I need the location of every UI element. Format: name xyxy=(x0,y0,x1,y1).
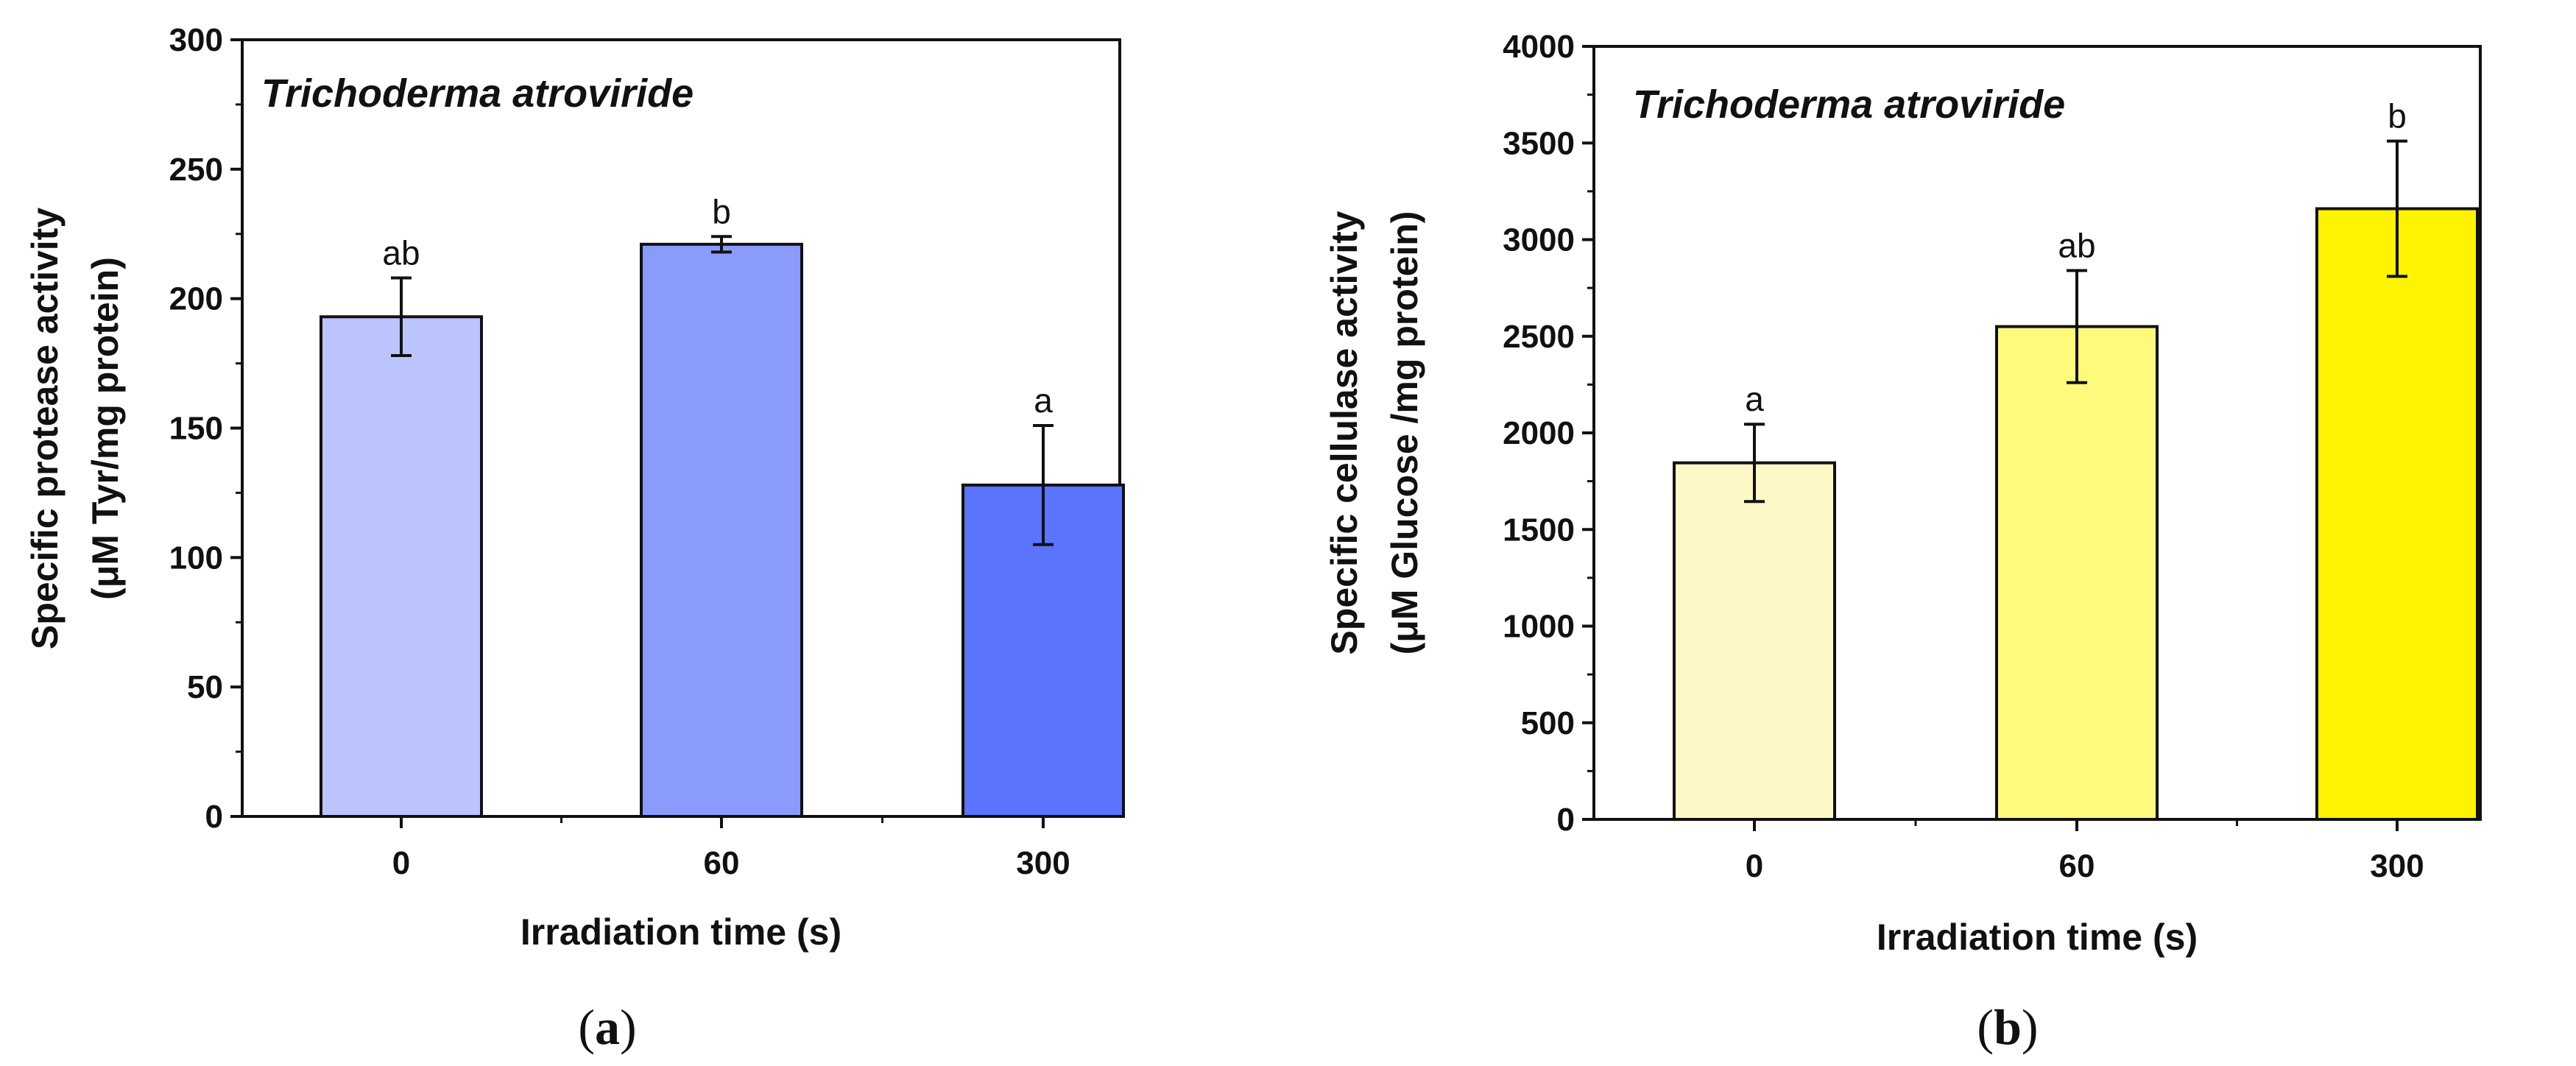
y-tick-label-b: 1000 xyxy=(1503,609,1575,645)
significance-label-a-60: b xyxy=(712,192,731,230)
y-tick-label-a: 0 xyxy=(205,799,223,835)
x-tick-label-a: 0 xyxy=(392,845,410,881)
y-tick-label-b: 1500 xyxy=(1503,512,1575,548)
y-tick-label-b: 500 xyxy=(1521,705,1575,741)
y-tick-label-b: 2000 xyxy=(1503,415,1575,451)
significance-label-b-0: a xyxy=(1745,380,1764,418)
y-axis-title-a-line2: (μM Tyr/mg protein) xyxy=(85,257,126,600)
x-tick-label-a: 60 xyxy=(704,845,740,881)
y-tick-label-a: 250 xyxy=(169,152,223,188)
significance-label-a-300: a xyxy=(1034,381,1053,420)
y-tick-label-b: 0 xyxy=(1557,802,1575,838)
bar-b-0 xyxy=(1673,461,1836,821)
y-axis-title-a-line1: Specific protease activity xyxy=(24,208,66,649)
x-tick-label-b: 300 xyxy=(2370,848,2424,884)
bar-a-0 xyxy=(320,315,483,818)
y-tick-label-b: 4000 xyxy=(1503,29,1575,65)
x-tick-label-b: 0 xyxy=(1746,848,1763,884)
panel-b: Trichoderma atroviride Irradiation time … xyxy=(1324,29,2482,1055)
y-tick-label-a: 100 xyxy=(169,540,223,576)
bar-b-60 xyxy=(1995,325,2159,821)
caption-label-b: b xyxy=(1994,999,2022,1055)
y-axis-title-b-line2: (μM Glucose /mg protein) xyxy=(1384,211,1425,655)
y-tick-label-b: 3000 xyxy=(1503,222,1575,258)
significance-label-b-60: ab xyxy=(2058,227,2095,265)
plot-title-a: Trichoderma atroviride xyxy=(261,71,694,116)
x-tick-label-a: 300 xyxy=(1016,845,1070,881)
y-axis-title-b-line1: Specific cellulase activity xyxy=(1324,211,1365,654)
panel-caption-b: (b) xyxy=(1977,999,2038,1055)
y-tick-label-a: 200 xyxy=(169,281,223,317)
significance-label-a-0: ab xyxy=(382,234,420,272)
bar-a-60 xyxy=(640,242,803,819)
caption-label-a: a xyxy=(595,999,620,1055)
panel-caption-a: (a) xyxy=(578,999,636,1055)
significance-label-b-300: b xyxy=(2388,97,2407,135)
x-axis-title-b: Irradiation time (s) xyxy=(1877,917,2198,958)
y-tick-label-b: 2500 xyxy=(1503,319,1575,355)
y-tick-label-b: 3500 xyxy=(1503,125,1575,161)
plot-title-b: Trichoderma atroviride xyxy=(1633,82,2065,127)
bar-b-300 xyxy=(2315,207,2479,821)
panel-a: Trichoderma atroviride Irradiation time … xyxy=(24,22,1125,1055)
y-tick-label-a: 50 xyxy=(187,669,223,705)
x-tick-label-b: 60 xyxy=(2059,848,2095,884)
y-tick-label-a: 150 xyxy=(169,411,223,447)
x-axis-title-a: Irradiation time (s) xyxy=(521,911,841,953)
y-tick-label-a: 300 xyxy=(169,22,223,58)
